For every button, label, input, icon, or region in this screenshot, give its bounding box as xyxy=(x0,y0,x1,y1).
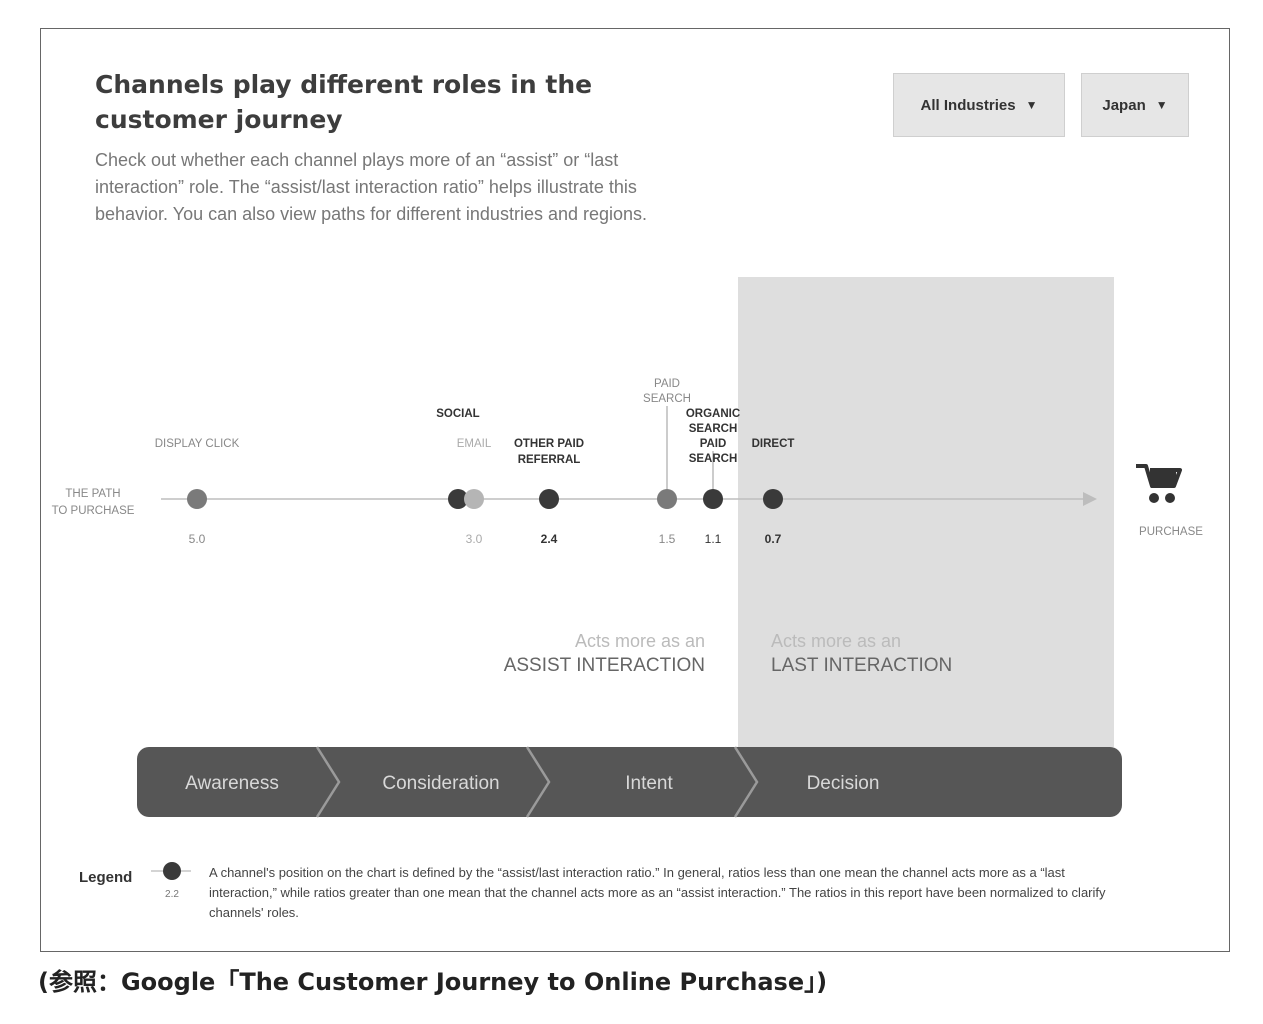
stage-label: Intent xyxy=(625,773,673,794)
channel-label: SEARCH xyxy=(643,393,691,405)
legend-sample-point xyxy=(163,862,181,880)
assist-zone-label: ASSIST INTERACTION xyxy=(504,655,705,676)
legend-text: A channel's position on the chart is def… xyxy=(209,865,1106,920)
purchase-label: PURCHASE xyxy=(1139,526,1203,538)
axis-label-line: THE PATH xyxy=(65,488,120,500)
stage-chevron-icon xyxy=(315,746,341,818)
channel-point xyxy=(539,489,559,509)
cart-wheel-icon xyxy=(1149,493,1159,503)
axis-arrow-icon xyxy=(1083,492,1097,506)
channel-label: DIRECT xyxy=(752,438,795,450)
last-interaction-zone xyxy=(738,277,1114,747)
channel-value-label: 2.4 xyxy=(541,532,558,546)
industry-dropdown-label: All Industries xyxy=(920,96,1016,114)
stage-label: Awareness xyxy=(185,773,279,794)
axis-label-line: TO PURCHASE xyxy=(52,505,135,517)
channel-value-label: 3.0 xyxy=(466,532,483,546)
channel-point xyxy=(464,489,484,509)
country-dropdown-label: Japan xyxy=(1102,96,1146,114)
industry-dropdown[interactable]: All Industries ▼ xyxy=(893,73,1065,137)
channel-label: PAID xyxy=(654,378,680,390)
channel-label: ORGANIC xyxy=(686,408,740,420)
channel-value-label: 1.5 xyxy=(659,532,676,546)
country-dropdown[interactable]: Japan ▼ xyxy=(1081,73,1189,137)
channel-label: PAID xyxy=(700,438,727,450)
chevron-down-icon: ▼ xyxy=(1025,98,1038,112)
legend-title: Legend xyxy=(79,869,133,886)
channel-value-label: 0.7 xyxy=(765,532,782,546)
cart-basket-icon xyxy=(1150,472,1176,484)
channel-label: REFERRAL xyxy=(518,454,581,466)
last-zone-label: LAST INTERACTION xyxy=(771,655,952,676)
channel-point xyxy=(187,489,207,509)
channel-label: EMAIL xyxy=(457,438,492,450)
chevron-down-icon: ▼ xyxy=(1155,98,1168,112)
channel-label: SEARCH xyxy=(689,423,738,435)
chart-frame: Channels play different roles in the cus… xyxy=(40,28,1230,952)
channel-point xyxy=(657,489,677,509)
last-zone-label: Acts more as an xyxy=(771,631,901,651)
channel-label: SEARCH xyxy=(689,453,738,465)
channel-value-label: 1.1 xyxy=(705,532,722,546)
page-title: Channels play different roles in the cus… xyxy=(95,70,593,134)
channel-label: SOCIAL xyxy=(436,408,479,420)
stage-chevron-icon xyxy=(733,746,759,818)
legend-sample-value: 2.2 xyxy=(165,889,179,900)
channel-label: OTHER PAID xyxy=(514,438,584,450)
channel-label: DISPLAY CLICK xyxy=(155,438,240,450)
channel-point xyxy=(448,489,468,509)
stage-bar xyxy=(137,747,1122,817)
shopping-cart-icon xyxy=(1136,464,1182,488)
cart-wheel-icon xyxy=(1165,493,1175,503)
journey-chart: THE PATH TO PURCHASE DISPLAY CLICK 5.0 SOCIA… xyxy=(52,378,1204,900)
page-description: Check out whether each channel plays mor… xyxy=(95,150,648,224)
stage-label: Decision xyxy=(807,773,880,794)
stage-chevron-icon xyxy=(525,746,551,818)
channel-point xyxy=(703,489,723,509)
assist-zone-label: Acts more as an xyxy=(575,631,705,651)
source-caption: (参照：Google「The Customer Journey to Onlin… xyxy=(38,968,828,996)
channel-value-label: 5.0 xyxy=(189,532,206,546)
channel-point xyxy=(763,489,783,509)
stage-label: Consideration xyxy=(382,773,499,794)
